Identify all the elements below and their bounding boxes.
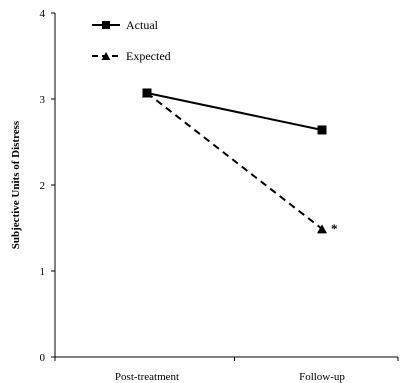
y-tick-label: 2 <box>40 180 46 192</box>
series-line-actual <box>146 92 323 131</box>
axes <box>54 13 398 358</box>
data-point-actual <box>142 88 152 98</box>
annotations: * <box>331 221 338 236</box>
y-ticks: 0 1 2 3 4 <box>40 8 55 364</box>
y-tick-label: 1 <box>40 266 46 278</box>
legend-label-expected: Expected <box>126 49 171 63</box>
x-tick-label: Follow-up <box>299 371 345 383</box>
x-tick-label: Post-treatment <box>115 371 179 383</box>
data-point-actual <box>317 125 327 135</box>
y-tick-label: 3 <box>40 94 46 106</box>
x-ticks: Post-treatment Follow-up <box>54 357 399 383</box>
series-line-expected <box>146 92 323 230</box>
y-tick-label: 0 <box>40 352 46 364</box>
series-layer <box>142 88 327 234</box>
y-tick-label: 4 <box>40 8 46 20</box>
legend-marker-expected <box>101 51 111 61</box>
legend-label-actual: Actual <box>126 18 159 32</box>
y-axis-label: Subjective Units of Distress <box>10 120 22 249</box>
legend-marker-actual <box>102 21 110 29</box>
significance-marker: * <box>331 221 338 236</box>
data-point-expected <box>317 224 327 234</box>
legend: Actual Expected <box>92 18 171 63</box>
